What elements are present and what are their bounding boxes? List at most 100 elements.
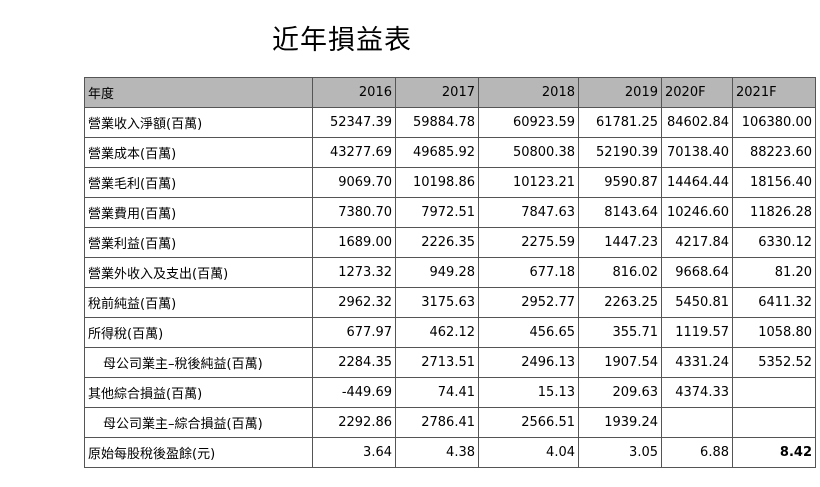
header-cell-2018: 2018 xyxy=(478,77,579,108)
table-cell: 2292.86 xyxy=(312,407,396,438)
header-cell-2016: 2016 xyxy=(312,77,396,108)
table-row: 營業利益(百萬) 1689.00 2226.35 2275.59 1447.23 4217… xyxy=(84,227,816,258)
table-cell: 4331.24 xyxy=(661,347,733,378)
header-cell-2021f: 2021F xyxy=(732,77,816,108)
table-cell: 2962.32 xyxy=(312,287,396,318)
table-cell: -449.69 xyxy=(312,377,396,408)
table-cell: 8.42 xyxy=(732,437,816,468)
table-cell xyxy=(732,377,816,408)
table-cell: 3.64 xyxy=(312,437,396,468)
table-row: 營業毛利(百萬) 9069.70 10198.86 10123.21 9590.87 14… xyxy=(84,167,816,198)
header-cell-2020f: 2020F xyxy=(661,77,733,108)
table-cell: 2713.51 xyxy=(395,347,479,378)
table-cell: 2263.25 xyxy=(578,287,662,318)
table-cell: 209.63 xyxy=(578,377,662,408)
table-cell: 88223.60 xyxy=(732,137,816,168)
table-cell: 4.04 xyxy=(478,437,579,468)
table-cell: 355.71 xyxy=(578,317,662,348)
row-label: 其他綜合損益(百萬) xyxy=(84,377,313,408)
table-cell: 60923.59 xyxy=(478,107,579,138)
table-cell: 9590.87 xyxy=(578,167,662,198)
table-cell: 677.97 xyxy=(312,317,396,348)
table-cell: 1689.00 xyxy=(312,227,396,258)
table-cell: 5450.81 xyxy=(661,287,733,318)
row-label: 營業成本(百萬) xyxy=(84,137,313,168)
table-row: 營業收入淨額(百萬) 52347.39 59884.78 60923.59 61781.… xyxy=(84,107,816,138)
header-cell-2019: 2019 xyxy=(578,77,662,108)
table-cell: 81.20 xyxy=(732,257,816,288)
table-cell: 59884.78 xyxy=(395,107,479,138)
row-label: 營業費用(百萬) xyxy=(84,197,313,228)
table-cell: 6411.32 xyxy=(732,287,816,318)
table-cell: 49685.92 xyxy=(395,137,479,168)
table-cell: 6.88 xyxy=(661,437,733,468)
table-cell: 1907.54 xyxy=(578,347,662,378)
table-cell: 61781.25 xyxy=(578,107,662,138)
table-cell: 7380.70 xyxy=(312,197,396,228)
table-cell: 2496.13 xyxy=(478,347,579,378)
table-cell: 52347.39 xyxy=(312,107,396,138)
table-cell: 2284.35 xyxy=(312,347,396,378)
table-cell: 2275.59 xyxy=(478,227,579,258)
table-cell: 7847.63 xyxy=(478,197,579,228)
table-cell: 15.13 xyxy=(478,377,579,408)
table-row: 營業外收入及支出(百萬) 1273.32 949.28 677.18 816.02 966… xyxy=(84,257,816,288)
table-cell: 7972.51 xyxy=(395,197,479,228)
table-cell: 1447.23 xyxy=(578,227,662,258)
table-cell: 84602.84 xyxy=(661,107,733,138)
table-cell: 3175.63 xyxy=(395,287,479,318)
table-cell: 462.12 xyxy=(395,317,479,348)
row-label: 營業外收入及支出(百萬) xyxy=(84,257,313,288)
table-cell: 677.18 xyxy=(478,257,579,288)
table-cell: 52190.39 xyxy=(578,137,662,168)
table-cell: 2566.51 xyxy=(478,407,579,438)
table-row: 其他綜合損益(百萬) -449.69 74.41 15.13 209.63 4374.33 xyxy=(84,377,816,408)
row-label: 原始每股稅後盈餘(元) xyxy=(84,437,313,468)
row-label: 所得稅(百萬) xyxy=(84,317,313,348)
table-cell: 4374.33 xyxy=(661,377,733,408)
table-row: 原始每股稅後盈餘(元) 3.64 4.38 4.04 3.05 6.88 8.42 xyxy=(84,437,816,468)
table-cell xyxy=(732,407,816,438)
row-label: 營業收入淨額(百萬) xyxy=(84,107,313,138)
table-cell: 816.02 xyxy=(578,257,662,288)
header-row: 年度 2016 2017 2018 2019 2020F 2021F xyxy=(84,77,816,108)
table-cell: 2952.77 xyxy=(478,287,579,318)
row-label: 母公司業主–稅後純益(百萬) xyxy=(84,347,313,378)
table-cell: 6330.12 xyxy=(732,227,816,258)
table-row: 營業成本(百萬) 43277.69 49685.92 50800.38 52190.39… xyxy=(84,137,816,168)
table-cell: 456.65 xyxy=(478,317,579,348)
table-cell: 9069.70 xyxy=(312,167,396,198)
table-cell: 18156.40 xyxy=(732,167,816,198)
income-statement-table: 年度 2016 2017 2018 2019 2020F 2021F 營業收入淨… xyxy=(84,77,816,468)
table-cell: 50800.38 xyxy=(478,137,579,168)
table-cell xyxy=(661,407,733,438)
row-label: 母公司業主–綜合損益(百萬) xyxy=(84,407,313,438)
table-cell: 1058.80 xyxy=(732,317,816,348)
table-row: 母公司業主–綜合損益(百萬) 2292.86 2786.41 2566.51 1939.… xyxy=(84,407,816,438)
row-label: 稅前純益(百萬) xyxy=(84,287,313,318)
table-cell: 9668.64 xyxy=(661,257,733,288)
page-title: 近年損益表 xyxy=(272,25,412,56)
table-row: 所得稅(百萬) 677.97 462.12 456.65 355.71 1119.57 10… xyxy=(84,317,816,348)
table-cell: 106380.00 xyxy=(732,107,816,138)
table-cell: 5352.52 xyxy=(732,347,816,378)
table-row: 稅前純益(百萬) 2962.32 3175.63 2952.77 2263.25 5450… xyxy=(84,287,816,318)
header-cell-2017: 2017 xyxy=(395,77,479,108)
table-cell: 10246.60 xyxy=(661,197,733,228)
table-cell: 1939.24 xyxy=(578,407,662,438)
table-cell: 949.28 xyxy=(395,257,479,288)
table-cell: 10198.86 xyxy=(395,167,479,198)
table-row: 營業費用(百萬) 7380.70 7972.51 7847.63 8143.64 1024… xyxy=(84,197,816,228)
table-cell: 4217.84 xyxy=(661,227,733,258)
table-cell: 70138.40 xyxy=(661,137,733,168)
table-cell: 43277.69 xyxy=(312,137,396,168)
row-label: 營業利益(百萬) xyxy=(84,227,313,258)
table-cell: 4.38 xyxy=(395,437,479,468)
table-cell: 1119.57 xyxy=(661,317,733,348)
table-cell: 2226.35 xyxy=(395,227,479,258)
table-cell: 1273.32 xyxy=(312,257,396,288)
table-cell: 11826.28 xyxy=(732,197,816,228)
table-cell: 74.41 xyxy=(395,377,479,408)
table-cell: 14464.44 xyxy=(661,167,733,198)
table-cell: 2786.41 xyxy=(395,407,479,438)
